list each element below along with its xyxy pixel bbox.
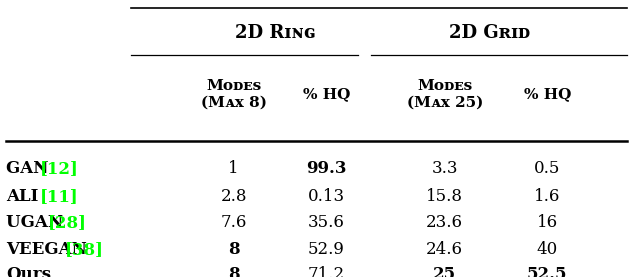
Text: GAN: GAN <box>6 160 54 178</box>
Text: 7.6: 7.6 <box>220 214 247 232</box>
Text: [28]: [28] <box>48 214 87 232</box>
Text: 15.8: 15.8 <box>426 188 463 205</box>
Text: 40: 40 <box>536 241 558 258</box>
Text: % HQ: % HQ <box>524 87 571 101</box>
Text: [38]: [38] <box>65 241 104 258</box>
Text: 71.2: 71.2 <box>308 266 345 277</box>
Text: 35.6: 35.6 <box>308 214 345 232</box>
Text: 2.8: 2.8 <box>220 188 247 205</box>
Text: 52.9: 52.9 <box>308 241 345 258</box>
Text: 1: 1 <box>228 160 239 178</box>
Text: 2D Gʀɪᴅ: 2D Gʀɪᴅ <box>449 24 530 42</box>
Text: 16: 16 <box>536 214 558 232</box>
Text: [11]: [11] <box>40 188 79 205</box>
Text: 2D Rɪɴɢ: 2D Rɪɴɢ <box>235 24 316 42</box>
Text: 3.3: 3.3 <box>431 160 458 178</box>
Text: 23.6: 23.6 <box>426 214 463 232</box>
Text: UGAN: UGAN <box>6 214 69 232</box>
Text: Ours: Ours <box>6 266 51 277</box>
Text: VEEGAN: VEEGAN <box>6 241 93 258</box>
Text: 8: 8 <box>228 266 239 277</box>
Text: [12]: [12] <box>40 160 79 178</box>
Text: 52.5: 52.5 <box>527 266 568 277</box>
Text: 0.5: 0.5 <box>534 160 561 178</box>
Text: 25: 25 <box>433 266 456 277</box>
Text: Mᴏᴅᴇs
(Mᴀx 25): Mᴏᴅᴇs (Mᴀx 25) <box>406 79 483 110</box>
Text: 0.13: 0.13 <box>308 188 345 205</box>
Text: 24.6: 24.6 <box>426 241 463 258</box>
Text: % HQ: % HQ <box>303 87 350 101</box>
Text: ALI: ALI <box>6 188 45 205</box>
Text: Mᴏᴅᴇs
(Mᴀx 8): Mᴏᴅᴇs (Mᴀx 8) <box>200 79 267 110</box>
Text: 8: 8 <box>228 241 239 258</box>
Text: 99.3: 99.3 <box>306 160 347 178</box>
Text: 1.6: 1.6 <box>534 188 561 205</box>
